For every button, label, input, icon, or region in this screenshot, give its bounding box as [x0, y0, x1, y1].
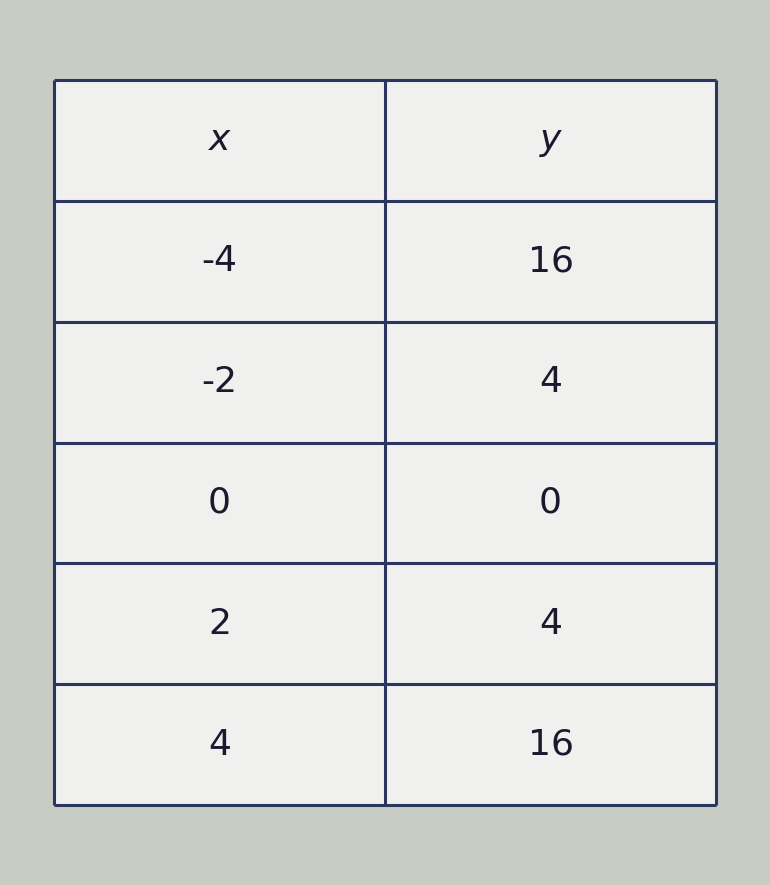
Bar [385, 80, 716, 201]
Bar [385, 564, 716, 684]
Bar [54, 564, 385, 684]
Bar [54, 80, 385, 201]
Text: 0: 0 [539, 486, 562, 520]
Text: 16: 16 [527, 727, 574, 762]
Text: 4: 4 [208, 727, 231, 762]
Bar [385, 201, 716, 321]
Text: 16: 16 [527, 244, 574, 278]
Text: -4: -4 [202, 244, 237, 278]
Text: 0: 0 [208, 486, 231, 520]
Bar [385, 321, 716, 442]
Text: 2: 2 [208, 607, 231, 641]
Bar [385, 442, 716, 564]
Text: 4: 4 [539, 365, 562, 399]
Text: 4: 4 [539, 607, 562, 641]
Bar [54, 684, 385, 805]
Bar [385, 684, 716, 805]
Bar [54, 442, 385, 564]
Text: y: y [540, 123, 561, 158]
Text: -2: -2 [202, 365, 237, 399]
Bar [54, 201, 385, 321]
Text: x: x [209, 123, 230, 158]
Bar [54, 321, 385, 442]
